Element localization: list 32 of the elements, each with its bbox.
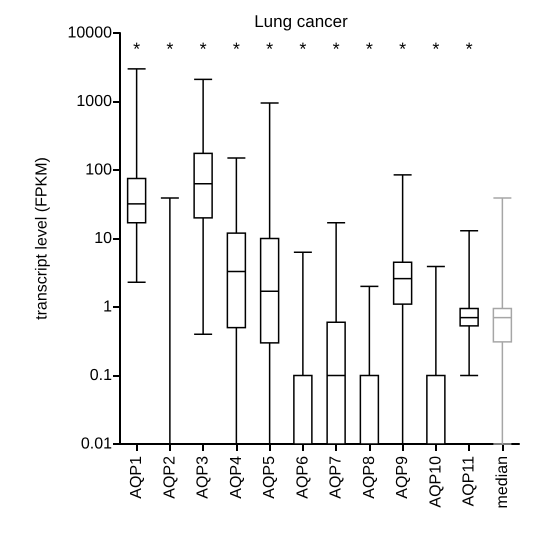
annotation: * bbox=[232, 39, 240, 59]
annotation: * bbox=[200, 39, 207, 59]
annotation: * bbox=[133, 39, 140, 59]
x-tick-label: AQP8 bbox=[360, 456, 378, 499]
annotation: * bbox=[266, 39, 274, 59]
x-tick-label: median bbox=[494, 456, 511, 508]
annotation: * bbox=[399, 39, 406, 59]
x-tick-label: AQP2 bbox=[161, 456, 178, 499]
annotation: * bbox=[299, 39, 306, 59]
y-tick-label: 100 bbox=[85, 162, 112, 178]
y-axis-title: transcript level (FPKM) bbox=[34, 157, 50, 320]
y-tick-label: 0.01 bbox=[80, 436, 112, 452]
y-tick-label: 10000 bbox=[68, 24, 112, 42]
y-tick-label: 1 bbox=[103, 298, 112, 316]
annotation: * bbox=[432, 39, 440, 59]
x-tick-label: AQP9 bbox=[394, 456, 412, 499]
x-tick-label: AQP10 bbox=[427, 456, 444, 508]
x-tick-label: AQP6 bbox=[294, 456, 312, 499]
x-tick-label: AQP11 bbox=[460, 456, 478, 506]
x-tick-label: AQP1 bbox=[128, 456, 146, 499]
x-tick-label: AQP5 bbox=[261, 456, 278, 499]
x-tick-label: AQP4 bbox=[228, 456, 245, 499]
y-tick-label: 10 bbox=[94, 230, 112, 247]
y-tick-label: 0.1 bbox=[90, 367, 112, 384]
annotation: * bbox=[332, 39, 340, 59]
y-tick-label: 1000 bbox=[76, 93, 112, 110]
x-tick-label: AQP3 bbox=[194, 456, 212, 499]
chart-title: Lung cancer bbox=[254, 12, 348, 31]
annotation: * bbox=[466, 39, 473, 59]
annotation: * bbox=[366, 39, 373, 59]
x-tick-label: AQP7 bbox=[328, 456, 345, 499]
annotation: * bbox=[166, 39, 174, 59]
